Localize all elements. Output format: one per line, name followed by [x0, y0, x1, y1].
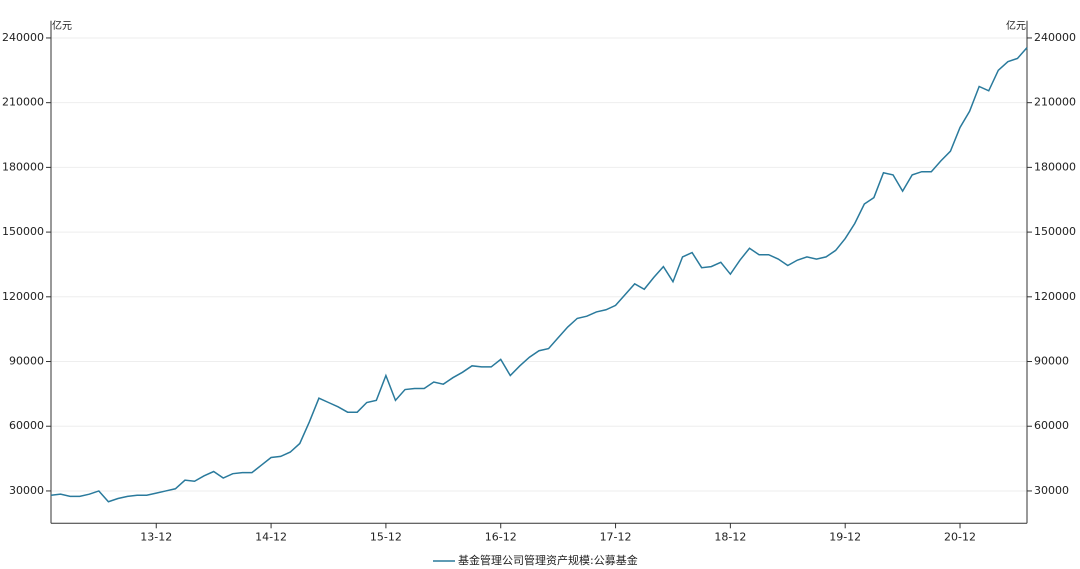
x-tick-label: 20-12	[944, 530, 976, 543]
x-tick-label: 15-12	[370, 530, 402, 543]
y2-tick-label: 60000	[1034, 419, 1069, 432]
y-tick-label: 30000	[9, 484, 44, 497]
y-tick-label: 240000	[2, 31, 44, 44]
y-tick-label: 180000	[2, 160, 44, 173]
series-line	[50, 47, 1028, 503]
y2-axis-unit: 亿元	[1006, 19, 1026, 32]
y2-tick-label: 180000	[1034, 160, 1076, 173]
y2-tick-label: 90000	[1034, 355, 1069, 368]
y2-tick-label: 210000	[1034, 96, 1076, 109]
y-tick-label: 150000	[2, 225, 44, 238]
x-tick-label: 16-12	[485, 530, 517, 543]
y2-tick-label: 120000	[1034, 290, 1076, 303]
x-tick-label: 18-12	[714, 530, 746, 543]
x-tick-label: 13-12	[140, 530, 172, 543]
y2-tick-label: 150000	[1034, 225, 1076, 238]
x-tick-label: 14-12	[255, 530, 287, 543]
y-tick-label: 210000	[2, 96, 44, 109]
x-tick-label: 17-12	[600, 530, 632, 543]
y2-tick-label: 240000	[1034, 31, 1076, 44]
y-tick-label: 60000	[9, 419, 44, 432]
y-tick-label: 120000	[2, 290, 44, 303]
y2-tick-label: 30000	[1034, 484, 1069, 497]
legend-label: 基金管理公司管理资产规模:公募基金	[458, 553, 638, 567]
x-tick-label: 19-12	[829, 530, 861, 543]
y-axis-unit: 亿元	[52, 19, 72, 32]
y-tick-label: 90000	[9, 355, 44, 368]
